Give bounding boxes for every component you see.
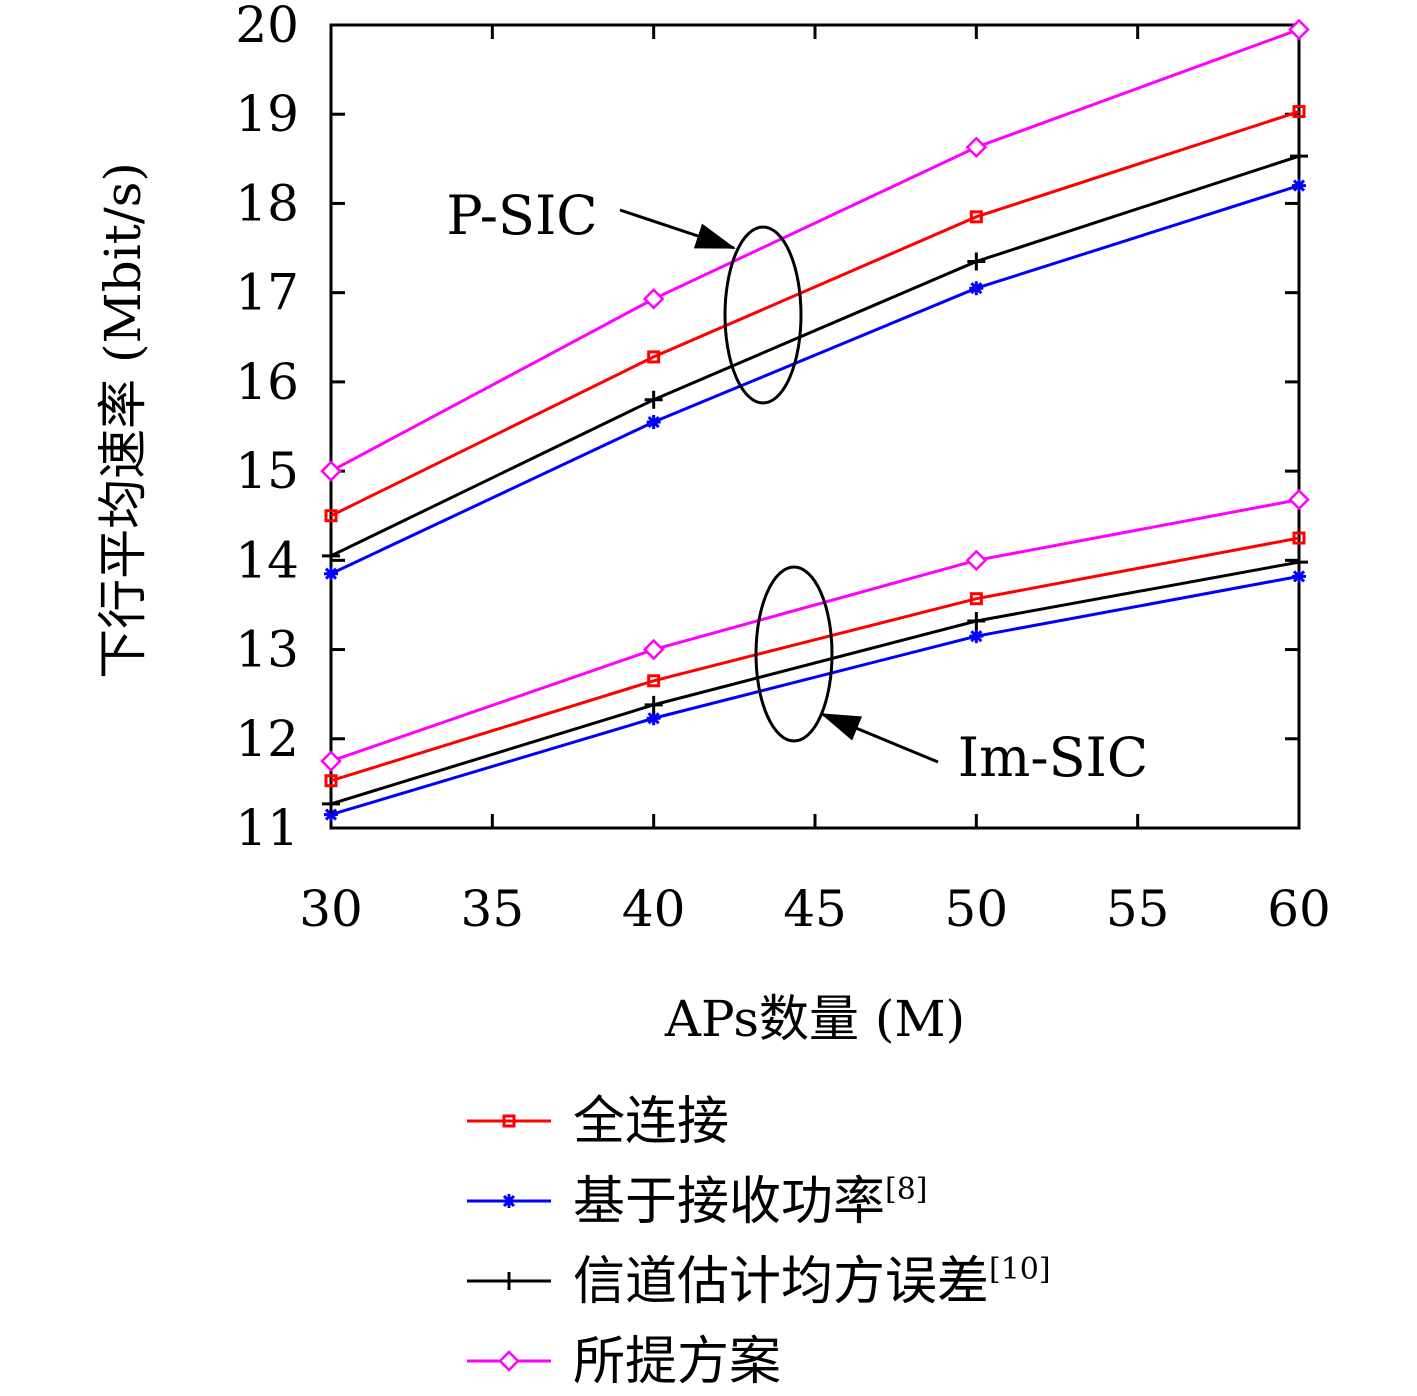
marker-asterisk (324, 566, 338, 581)
marker-diamond (1288, 488, 1310, 511)
x-tick-label: 30 (299, 880, 363, 938)
marker-square (969, 592, 983, 606)
series-P-SIC-square (324, 105, 1306, 523)
y-tick-label: 19 (235, 85, 299, 143)
marker-asterisk (1292, 178, 1306, 193)
ellipse-p-sic (723, 225, 803, 405)
series-Im-SIC-square (324, 531, 1306, 788)
axes: 30 35 40 45 50 55 60 11 12 13 14 15 16 17 18 19 20 APs数量 … (94, 0, 1331, 1048)
series-line (330, 574, 1300, 817)
marker-plus (967, 612, 986, 631)
annotations: P-SIC Im-SIC (446, 184, 1148, 789)
series-line (330, 498, 1300, 763)
y-tick-label: 17 (235, 264, 299, 322)
x-axis-title: APs数量 (M) (664, 990, 965, 1048)
marker-square (969, 210, 983, 224)
marker-diamond (642, 288, 665, 310)
arrow-p-sic (619, 208, 736, 250)
x-tick-label: 50 (945, 880, 1009, 938)
legend-item: 所提方案 (467, 1332, 781, 1392)
series-line (330, 28, 1300, 473)
y-tick-label: 16 (235, 353, 299, 411)
marker-diamond (1288, 18, 1310, 41)
marker-asterisk (969, 629, 984, 644)
legend-label: 所提方案 (573, 1332, 781, 1392)
x-tick-label: 55 (1106, 880, 1170, 938)
legend-ref: [10] (989, 1252, 1051, 1287)
y-tick-label: 12 (235, 710, 299, 768)
legend-item: 基于接收功率[8] (467, 1172, 928, 1232)
marker-plus (644, 390, 663, 409)
ellipse-im-sic (754, 565, 834, 743)
marker-square (324, 774, 338, 788)
series-layer (320, 18, 1310, 822)
marker-asterisk (1292, 569, 1306, 584)
legend-label: 全连接 (573, 1092, 729, 1152)
marker-asterisk (969, 281, 984, 296)
marker-plus (322, 546, 340, 565)
series-P-SIC-asterisk (324, 178, 1306, 581)
marker-square (324, 509, 338, 523)
x-tick-label: 40 (622, 880, 686, 938)
marker-square (647, 350, 661, 364)
series-line (330, 110, 1300, 518)
series-line (330, 184, 1300, 576)
series-line (330, 536, 1300, 783)
marker-diamond (498, 1350, 520, 1372)
series-Im-SIC-diamond (320, 488, 1310, 772)
y-tick-label: 13 (235, 621, 299, 679)
marker-plus (644, 695, 663, 714)
y-axis-title: 下行平均速率 (Mbit/s) (94, 162, 152, 679)
marker-diamond (965, 549, 988, 572)
x-tick-label: 45 (783, 880, 847, 938)
legend-label: 基于接收功率[8] (573, 1172, 928, 1232)
marker-square (502, 1114, 516, 1128)
label-im-sic: Im-SIC (958, 726, 1148, 789)
marker-square (1292, 105, 1306, 119)
x-tick-label: 60 (1267, 880, 1331, 938)
legend-label-text: 全连接 (573, 1092, 729, 1152)
legend-label-text: 基于接收功率 (573, 1172, 885, 1232)
marker-plus (967, 252, 986, 271)
legend-label-text: 信道估计均方误差 (573, 1252, 989, 1312)
series-Im-SIC-plus (322, 553, 1308, 813)
legend-item: 信道估计均方误差[10] (467, 1252, 1051, 1312)
marker-diamond (642, 638, 665, 661)
marker-asterisk (646, 415, 661, 430)
plot-frame (329, 23, 1301, 830)
marker-diamond (320, 750, 342, 772)
x-tick-label: 35 (461, 880, 525, 938)
marker-plus (500, 1272, 518, 1290)
y-tick-label: 20 (235, 0, 299, 54)
series-P-SIC-plus (322, 147, 1308, 565)
legend-item: 全连接 (467, 1092, 729, 1152)
marker-asterisk (646, 711, 661, 726)
legend-ref: [8] (885, 1172, 928, 1207)
y-tick-label: 18 (235, 174, 299, 232)
series-line (330, 154, 1300, 558)
arrow-im-sic (820, 712, 939, 764)
marker-plus (1290, 147, 1308, 166)
marker-plus (1290, 553, 1308, 572)
marker-square (647, 674, 661, 688)
marker-diamond (320, 460, 342, 482)
series-Im-SIC-asterisk (324, 569, 1306, 822)
marker-diamond (965, 136, 988, 159)
series-line (330, 560, 1300, 806)
series-P-SIC-diamond (320, 18, 1310, 482)
marker-asterisk (502, 1194, 516, 1208)
marker-asterisk (324, 807, 338, 822)
marker-square (1292, 531, 1306, 545)
y-tick-label: 11 (235, 799, 299, 857)
legend-label-text: 所提方案 (573, 1332, 781, 1392)
label-p-sic: P-SIC (446, 184, 597, 247)
marker-plus (322, 794, 340, 813)
legend-label: 信道估计均方误差[10] (573, 1252, 1051, 1312)
y-tick-label: 14 (235, 531, 299, 589)
y-tick-label: 15 (235, 442, 299, 500)
